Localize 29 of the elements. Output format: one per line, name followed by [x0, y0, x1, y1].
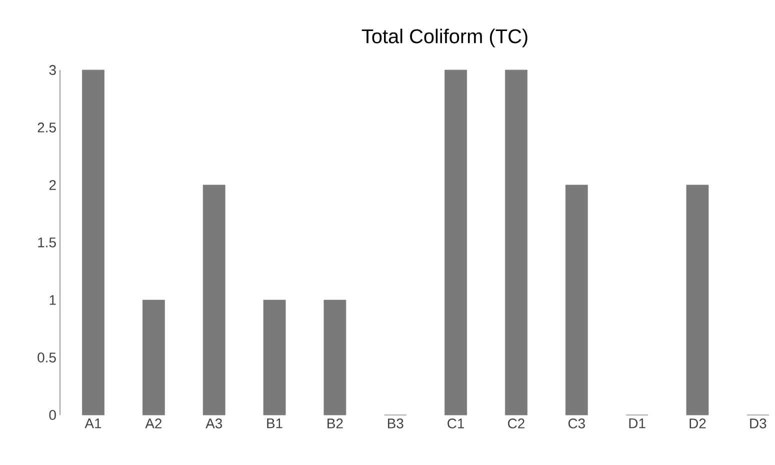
- x-tick-label: C3: [568, 418, 585, 428]
- bar: [142, 300, 165, 416]
- x-tick-label: D3: [750, 418, 766, 428]
- x-tick-label: D2: [690, 418, 706, 428]
- y-tick-label: 0: [49, 410, 56, 420]
- y-tick-label: 3: [49, 65, 56, 75]
- y-tick-label: 1: [50, 295, 56, 305]
- y-tick-label: 2: [49, 180, 56, 190]
- bar: [444, 70, 467, 416]
- x-tick-label: B2: [328, 418, 343, 428]
- x-tick-label: B1: [267, 418, 282, 428]
- x-tick-label: C1: [448, 418, 464, 428]
- x-tick-label: B3: [388, 418, 404, 428]
- x-tick-label: C2: [508, 418, 524, 428]
- y-tick-label: 0.5: [38, 352, 56, 362]
- y-tick-label: 1.5: [38, 238, 56, 248]
- x-tick-label: A3: [206, 418, 222, 428]
- bar: [324, 300, 346, 416]
- x-tick-label: D1: [629, 418, 646, 428]
- bar: [263, 300, 286, 416]
- x-tick-label: A1: [84, 418, 102, 428]
- y-tick-label: 2.5: [38, 122, 56, 132]
- bar: [82, 70, 104, 416]
- bar: [202, 184, 226, 416]
- bar: [565, 184, 588, 416]
- bar: [505, 70, 528, 416]
- x-tick-label: A2: [145, 418, 162, 428]
- bar: [686, 184, 709, 416]
- chart-title: Total Coliform (TC): [362, 28, 528, 48]
